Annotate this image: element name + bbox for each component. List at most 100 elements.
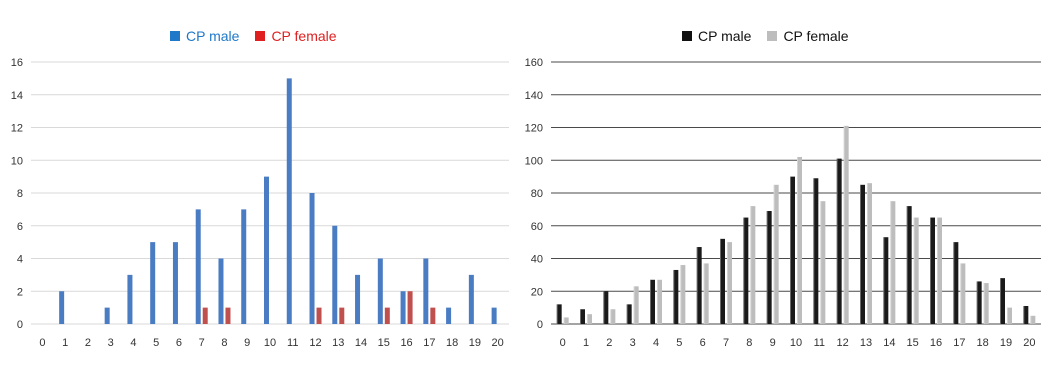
bar-highlight — [696, 247, 698, 324]
bar-cp-male — [976, 281, 982, 324]
x-tick-label: 0 — [39, 337, 45, 349]
y-tick-label: 40 — [531, 254, 543, 266]
y-tick-label: 6 — [17, 221, 23, 233]
bar-highlight — [626, 304, 628, 324]
x-tick-label: 11 — [287, 337, 298, 349]
y-tick-label: 14 — [11, 90, 23, 102]
bar-cp-male — [953, 242, 959, 324]
x-tick-label: 8 — [221, 337, 227, 349]
bar-cp-male — [766, 211, 772, 324]
bar-cp-male — [150, 242, 156, 324]
bar-cp-female — [339, 307, 345, 324]
bar-cp-female — [1030, 315, 1036, 324]
legend-label-cp-female: CP female — [271, 28, 337, 44]
x-tick-label: 7 — [199, 337, 205, 349]
x-tick-label: 14 — [883, 337, 895, 349]
bar-cp-male — [696, 247, 702, 324]
bar-highlight — [580, 309, 581, 324]
legend-swatch-cp-male — [682, 31, 692, 41]
bar-cp-female — [797, 156, 802, 324]
legend-item-cp-female: CP female — [767, 28, 849, 44]
bar-highlight — [1007, 307, 1008, 324]
y-tick-label: 2 — [17, 286, 23, 298]
bar-highlight — [727, 242, 728, 324]
y-tick-label: 16 — [11, 57, 23, 69]
bar-cp-male — [423, 258, 429, 324]
bar-cp-male — [836, 158, 842, 324]
x-tick-label: 19 — [469, 337, 481, 349]
bar-cp-male — [720, 238, 725, 324]
bar-highlight — [650, 279, 651, 324]
bar-highlight — [1030, 315, 1032, 324]
legend-swatch-cp-female — [255, 31, 266, 41]
bar-cp-female — [890, 201, 896, 324]
x-tick-label: 18 — [446, 337, 458, 349]
bar-cp-female — [587, 314, 592, 324]
bar-highlight — [976, 281, 978, 324]
x-tick-label: 15 — [907, 337, 919, 349]
bar-highlight — [960, 263, 962, 324]
bar-cp-male — [906, 206, 912, 324]
x-tick-label: 17 — [953, 337, 965, 349]
legend-swatch-cp-female — [767, 31, 778, 41]
bar-cp-female — [384, 307, 390, 324]
y-tick-label: 12 — [11, 123, 23, 135]
bar-highlight — [906, 206, 908, 324]
bar-cp-male — [626, 304, 632, 324]
bar-highlight — [1023, 305, 1025, 324]
bar-cp-male — [673, 269, 679, 324]
legend-item-cp-female: CP female — [255, 28, 337, 44]
bar-cp-male — [127, 274, 133, 324]
bar-cp-female — [225, 307, 231, 324]
bar-highlight — [983, 283, 985, 324]
legend-label-cp-female: CP female — [783, 28, 849, 44]
bar-highlight — [603, 291, 605, 324]
legend-item-cp-male: CP male — [170, 28, 239, 44]
bar-highlight — [1000, 278, 1001, 324]
bar-cp-male — [241, 209, 247, 324]
y-tick-label: 0 — [17, 319, 23, 331]
y-tick-label: 100 — [525, 155, 543, 167]
x-tick-label: 1 — [62, 337, 68, 349]
bar-cp-male — [813, 178, 819, 324]
chart-left-legend: CP male CP female — [170, 28, 337, 44]
bar-cp-male — [491, 307, 497, 324]
x-tick-label: 17 — [423, 337, 435, 349]
x-tick-label: 4 — [130, 337, 136, 349]
bar-cp-male — [400, 291, 406, 324]
bar-cp-male — [332, 225, 338, 324]
bar-cp-female — [680, 265, 686, 324]
x-tick-label: 13 — [860, 337, 872, 349]
bar-highlight — [587, 314, 588, 324]
bar-cp-male — [556, 304, 562, 324]
bar-cp-female — [316, 307, 322, 324]
y-tick-label: 140 — [525, 90, 543, 102]
bar-highlight — [797, 156, 798, 324]
bar-highlight — [930, 217, 931, 324]
bar-highlight — [790, 176, 791, 324]
bar-highlight — [673, 269, 675, 324]
legend-label-cp-male: CP male — [186, 28, 240, 44]
bar-cp-male — [650, 279, 655, 324]
bar-cp-female — [843, 125, 849, 324]
bar-cp-male — [468, 274, 474, 324]
bar-cp-female — [913, 217, 919, 324]
y-tick-label: 20 — [531, 286, 543, 298]
bar-highlight — [766, 211, 768, 324]
bar-cp-female — [633, 286, 639, 324]
bar-cp-male — [172, 242, 178, 324]
y-tick-label: 80 — [531, 188, 543, 200]
bar-cp-male — [580, 309, 585, 324]
bar-cp-male — [104, 307, 110, 324]
bar-cp-female — [202, 307, 208, 324]
bar-highlight — [913, 217, 915, 324]
x-tick-label: 8 — [746, 337, 752, 349]
bar-cp-male — [446, 307, 452, 324]
bar-cp-female — [820, 201, 826, 324]
bar-highlight — [867, 183, 868, 324]
legend-item-cp-male: CP male — [682, 28, 751, 44]
y-tick-label: 120 — [525, 123, 543, 135]
bar-cp-male — [377, 258, 383, 324]
bar-cp-male — [860, 184, 865, 324]
